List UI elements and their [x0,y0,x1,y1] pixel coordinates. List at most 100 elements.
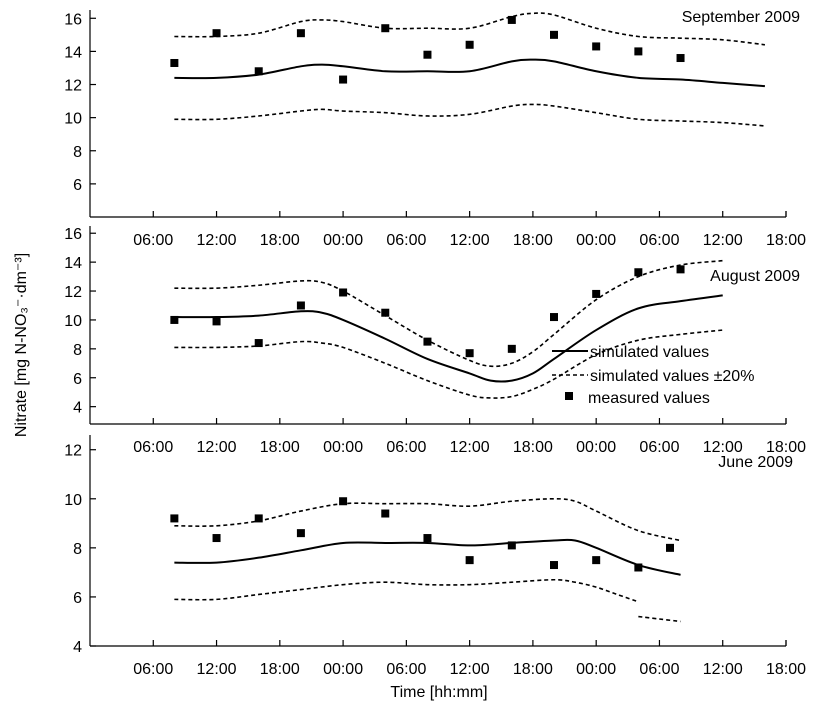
y-axis-title: Nitrate [mg N-NO₃⁻·dm⁻³] [13,253,30,437]
legend-marker-measured [565,392,573,400]
measured-point [550,30,558,39]
y-tick-label: 4 [73,639,82,656]
measured-point [423,50,432,59]
x-tick-label: 06:00 [386,661,426,678]
measured-point [212,534,221,543]
x-axis-title: Time [hh:mm] [390,684,487,701]
y-tick-label: 12 [64,284,82,301]
x-tick-label: 12:00 [703,661,743,678]
x-tick-label: 18:00 [513,661,553,678]
measured-point [296,301,305,310]
measured-point [592,289,601,298]
series-line-simulated [174,538,681,576]
measured-point [550,561,558,570]
measured-point [170,58,179,67]
measured-point [676,54,685,63]
x-tick-label: 12:00 [450,661,490,678]
x-tick-label: 18:00 [766,232,806,249]
measured-point [296,529,305,538]
series-line-simulated [174,58,765,88]
series-line-lower [174,329,723,399]
x-tick-label: 06:00 [639,661,679,678]
x-tick-label: 00:00 [576,661,616,678]
x-tick-label: 00:00 [576,232,616,249]
y-tick-label: 8 [73,144,82,161]
measured-point [170,514,179,523]
y-tick-label: 12 [64,78,82,95]
y-tick-label: 6 [73,590,82,607]
measured-point [507,15,516,24]
measured-point [212,317,221,326]
measured-point [381,308,390,317]
series-line-lower [174,578,639,603]
y-tick-label: 16 [64,226,82,243]
measured-point [465,349,474,358]
panel-title: August 2009 [710,268,800,285]
panel-1: 6 8 10 12 14 16 06:00 12:00 18:00 00:00 06:00 12:00… [64,9,806,249]
measured-point [254,514,263,523]
measured-point [507,541,516,550]
panel-title: June 2009 [718,454,793,471]
measured-point [212,29,221,38]
legend-label-simulated: simulated values [590,344,709,361]
x-tick-label: 00:00 [323,661,363,678]
series-line-lower [174,103,765,127]
series-line-upper [174,497,681,542]
measured-point [339,75,348,84]
x-tick-label: 06:00 [386,232,426,249]
x-tick-label: 06:00 [133,661,173,678]
measured-point [666,543,674,552]
measured-point [634,47,643,56]
x-tick-label: 18:00 [260,232,300,249]
y-tick-label: 6 [73,371,82,388]
series-line-upper [174,259,723,368]
panel-2: 4 6 8 10 12 14 16 06:00 12:00 18:00 00:00 06:00 12:0… [64,226,806,456]
x-tick-label: 12:00 [197,439,237,456]
y-tick-label: 16 [64,11,82,28]
y-tick-label: 8 [73,541,82,558]
measured-point [423,534,432,543]
x-tick-label: 00:00 [576,439,616,456]
y-tick-label: 8 [73,342,82,359]
legend: simulated values simulated values ±20% m… [552,344,754,407]
measured-point [339,497,348,506]
y-tick-label: 12 [64,443,82,460]
x-tick-label: 18:00 [513,232,553,249]
measured-point [170,315,179,324]
x-tick-label: 06:00 [639,232,679,249]
x-tick-label: 12:00 [450,232,490,249]
y-tick-label: 10 [64,492,82,509]
x-tick-label: 18:00 [766,439,806,456]
measured-point [676,265,685,274]
measured-point [634,268,643,277]
measured-point [634,563,643,572]
x-tick-label: 00:00 [323,232,363,249]
measured-point [423,337,432,346]
x-tick-label: 18:00 [260,661,300,678]
x-tick-label: 12:00 [703,232,743,249]
y-tick-label: 6 [73,177,82,194]
measured-point [550,313,558,322]
measured-point [507,344,516,353]
series-line-upper [174,12,766,46]
measured-point [592,556,601,565]
panel-title: September 2009 [682,9,800,26]
x-tick-label: 12:00 [450,439,490,456]
measured-point [254,67,263,76]
measured-point [465,556,474,565]
series-line-lower-tail [638,615,681,623]
chart-panels: 6 8 10 12 14 16 06:00 12:00 18:00 00:00 06:00 12:00… [64,9,806,678]
x-tick-label: 12:00 [703,439,743,456]
y-tick-label: 14 [64,44,82,61]
y-tick-label: 10 [64,111,82,128]
y-tick-label: 4 [73,400,82,417]
y-tick-label: 10 [64,313,82,330]
x-tick-label: 06:00 [133,232,173,249]
measured-point [592,42,601,51]
y-tick-label: 14 [64,255,82,272]
measured-point [465,40,474,49]
x-tick-label: 18:00 [766,661,806,678]
x-tick-label: 18:00 [513,439,553,456]
